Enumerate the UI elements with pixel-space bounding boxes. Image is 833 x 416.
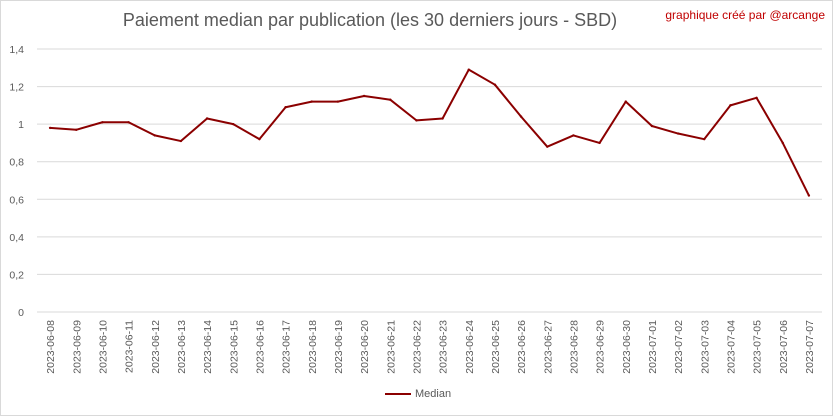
x-tick-label: 2023-06-18: [307, 320, 319, 374]
legend: Median: [385, 388, 451, 400]
x-tick-label: 2023-07-06: [778, 320, 790, 374]
data-point: [75, 128, 78, 131]
x-tick-label: 2023-07-04: [725, 320, 737, 374]
data-point: [519, 115, 523, 118]
x-tick-label: 2023-06-27: [542, 320, 554, 374]
data-point: [781, 141, 784, 145]
data-point: [650, 124, 654, 128]
x-tick-label: 2023-06-09: [71, 320, 83, 374]
data-point: [48, 126, 52, 130]
x-tick-label: 2023-06-19: [333, 320, 345, 374]
legend-swatch-median: [385, 393, 411, 395]
y-tick-label: 0,8: [9, 157, 24, 169]
data-point: [624, 100, 627, 103]
x-tick-label: 2023-06-13: [176, 320, 188, 374]
data-point: [232, 122, 235, 126]
data-point: [179, 139, 183, 143]
y-tick-label: 1: [18, 119, 24, 131]
x-tick-label: 2023-06-22: [411, 320, 423, 374]
data-point: [755, 96, 758, 100]
data-point: [441, 117, 444, 120]
gridlines: [37, 48, 822, 313]
x-tick-label: 2023-06-17: [281, 320, 293, 374]
x-tick-label: 2023-06-26: [516, 320, 528, 374]
x-tick-label: 2023-06-10: [97, 320, 109, 374]
data-point: [546, 145, 549, 148]
x-tick-label: 2023-06-21: [385, 320, 397, 374]
x-tick-label: 2023-06-14: [202, 320, 214, 374]
legend-label-median: Median: [415, 388, 452, 400]
data-point: [807, 194, 811, 197]
data-point: [362, 94, 366, 98]
data-point: [153, 134, 156, 137]
data-point: [467, 68, 470, 71]
chart-title: Paiement median par publication (les 30 …: [122, 10, 618, 30]
data-point: [101, 121, 104, 124]
x-tick-label: 2023-06-25: [490, 320, 502, 374]
x-tick-label: 2023-06-08: [45, 320, 57, 374]
data-point: [493, 83, 497, 86]
data-point: [389, 98, 392, 101]
x-tick-label: 2023-07-07: [804, 320, 816, 374]
chart-credit: graphique créé par @arcange: [665, 8, 825, 22]
y-axis-ticks: 0 0,2 0,4 0,6 0,8 1 1,2 1,4: [9, 44, 24, 319]
data-point: [336, 100, 340, 103]
y-tick-label: 1,2: [9, 82, 24, 94]
x-tick-label: 2023-06-24: [464, 320, 476, 374]
data-point: [598, 141, 601, 145]
y-tick-label: 0,4: [9, 232, 24, 244]
data-point: [258, 137, 261, 141]
data-point: [127, 121, 130, 124]
x-tick-label: 2023-06-16: [254, 320, 266, 374]
data-point: [729, 104, 732, 107]
x-tick-label: 2023-07-02: [673, 320, 685, 374]
data-point: [205, 117, 209, 120]
x-tick-label: 2023-06-20: [359, 320, 371, 374]
y-tick-label: 0,2: [9, 269, 24, 281]
x-tick-label: 2023-06-29: [595, 320, 607, 374]
y-tick-label: 1,4: [9, 44, 24, 56]
data-point: [284, 106, 287, 109]
y-tick-label: 0,6: [9, 194, 24, 206]
x-tick-label: 2023-07-01: [647, 320, 659, 374]
data-point: [415, 119, 418, 122]
x-axis-ticks: 2023-06-08 2023-06-09 2023-06-10 2023-06-11…: [45, 320, 816, 374]
series-layer: [48, 68, 811, 197]
x-tick-label: 2023-06-23: [438, 320, 450, 374]
x-tick-label: 2023-07-03: [699, 320, 711, 374]
x-tick-label: 2023-07-05: [752, 320, 764, 374]
data-point: [676, 132, 680, 135]
data-point: [703, 137, 706, 141]
data-point: [572, 134, 575, 137]
x-tick-label: 2023-06-28: [568, 320, 580, 374]
y-tick-label: 0: [18, 307, 24, 319]
x-tick-label: 2023-06-11: [124, 320, 136, 373]
data-point: [310, 100, 313, 103]
x-tick-label: 2023-06-12: [150, 320, 162, 374]
x-tick-label: 2023-06-30: [621, 320, 633, 374]
series-line-median: [50, 68, 810, 196]
x-tick-label: 2023-06-15: [228, 320, 240, 374]
